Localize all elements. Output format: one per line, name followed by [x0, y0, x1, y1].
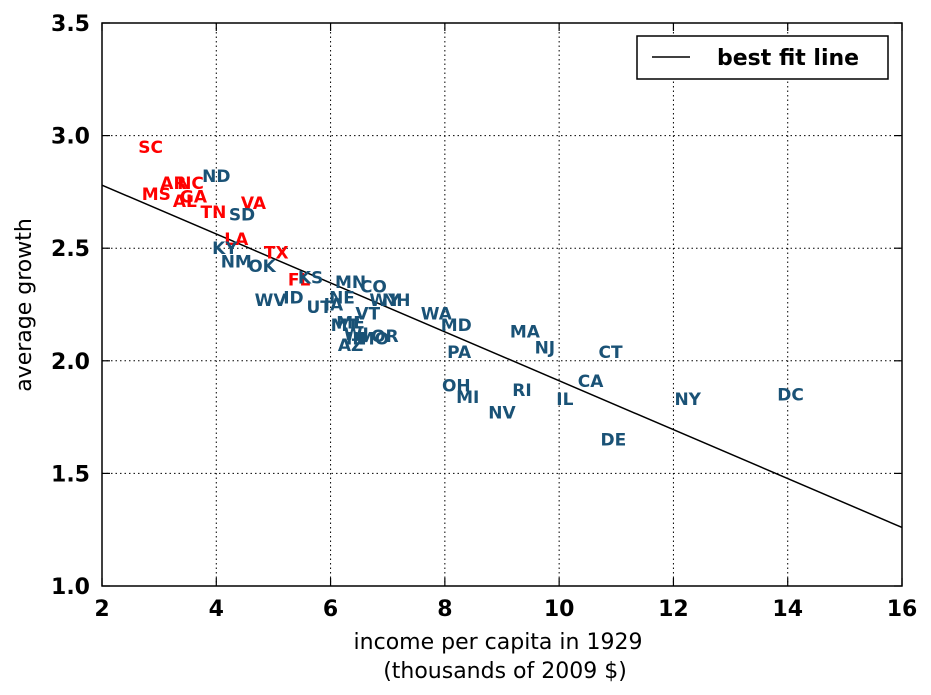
state-point-label: ME [336, 314, 365, 334]
state-point-label: NH [382, 291, 410, 311]
state-point-label: NJ [535, 338, 556, 358]
state-point-label: CA [578, 372, 604, 392]
state-point-label: OH [442, 377, 471, 397]
state-point-label: ID [283, 289, 303, 309]
state-point-label: ND [202, 167, 230, 187]
state-point-label: SC [138, 138, 163, 158]
state-point-label: NE [329, 289, 355, 309]
x-tick-label: 16 [887, 597, 918, 622]
y-tick-label: 3.5 [51, 12, 90, 37]
x-axis-label-line1: income per capita in 1929 [354, 630, 643, 655]
state-point-label: SD [229, 205, 255, 225]
state-point-label: OR [371, 327, 399, 347]
legend: best fit line [636, 35, 889, 80]
plot-frame [101, 22, 903, 587]
x-tick-label: 6 [323, 597, 338, 622]
y-tick-label: 1.0 [51, 575, 90, 600]
y-tick-label: 3.0 [51, 125, 90, 150]
state-point-label: MD [441, 316, 472, 336]
x-tick-label: 8 [437, 597, 452, 622]
x-tick-label: 12 [658, 597, 689, 622]
state-point-label: CO [360, 277, 387, 297]
state-point-label: FL [288, 271, 311, 291]
axis-ticks: 2 4 6 8 10 12 14 16 1.0 1.5 2.0 2.5 3.0 3.5 [51, 12, 917, 622]
state-point-label: MA [510, 323, 541, 343]
state-point-label: IN [346, 329, 367, 349]
best-fit-line [101, 184, 903, 529]
state-point-label: VT [355, 305, 380, 325]
state-point-label: CT [599, 343, 623, 363]
state-point-label: NC [177, 174, 204, 194]
y-axis-label: average growth [12, 218, 37, 392]
state-point-label: DC [777, 386, 804, 406]
state-point-label: WA [421, 305, 453, 325]
grid-lines [102, 23, 902, 586]
x-tick-label: 4 [209, 597, 224, 622]
y-tick-label: 1.5 [51, 462, 90, 487]
state-point-label: AL [173, 192, 197, 212]
y-tick-label: 2.5 [51, 237, 90, 262]
state-point-label: RI [512, 381, 531, 401]
state-point-label: VA [241, 194, 267, 214]
state-point-label: DE [601, 431, 627, 451]
state-point-label: IA [324, 296, 344, 316]
state-point-label: IL [556, 390, 573, 410]
state-point-label: NV [488, 404, 516, 424]
state-point-label: MN [335, 273, 366, 293]
state-point-label: NY [674, 390, 701, 410]
state-point-label: LA [224, 230, 249, 250]
state-point-label: MI [456, 388, 479, 408]
state-point-label: WY [369, 291, 401, 311]
state-point-label: TX [264, 244, 289, 264]
state-point-label: KS [298, 268, 323, 288]
state-point-label: NM [221, 253, 252, 273]
x-tick-label: 2 [94, 597, 109, 622]
x-tick-label: 10 [544, 597, 575, 622]
state-point-label: MT [331, 316, 360, 336]
state-point-label: MO [358, 329, 389, 349]
state-point-label: UT [306, 298, 332, 318]
state-point-label: WV [255, 291, 288, 311]
state-point-label: OK [248, 257, 276, 277]
fit-line-layer [101, 184, 903, 529]
state-point-label: WI [344, 325, 369, 345]
state-point-label: TN [201, 203, 227, 223]
state-point-label: KY [212, 239, 238, 259]
y-tick-label: 2.0 [51, 350, 90, 375]
state-point-label: GA [180, 187, 208, 207]
state-point-label: MS [142, 185, 171, 205]
x-tick-label: 14 [772, 597, 803, 622]
state-point-label: PA [447, 343, 472, 363]
state-point-label: AR [160, 174, 186, 194]
x-axis-label-line2: (thousands of 2009 $) [383, 659, 627, 684]
state-point-label: AZ [338, 336, 363, 356]
legend-label: best fit line [717, 46, 859, 71]
